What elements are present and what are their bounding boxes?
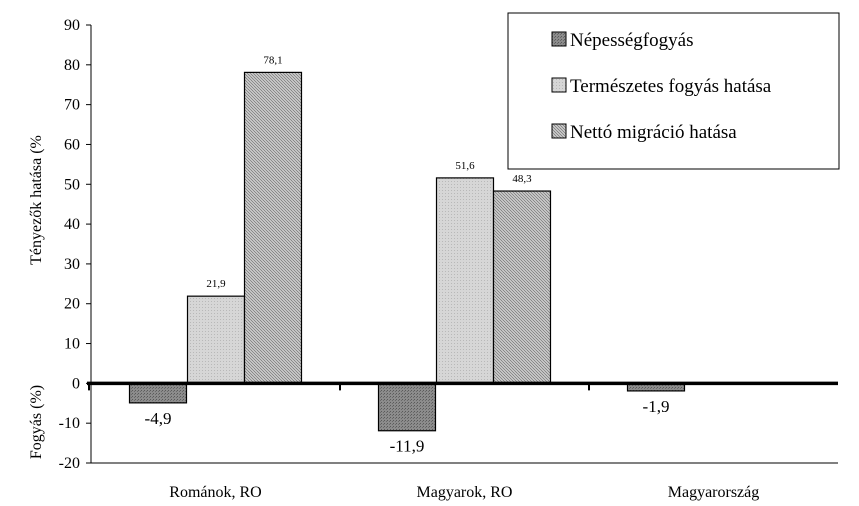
data-label: -1,9: [643, 397, 670, 416]
data-label: -11,9: [390, 437, 425, 456]
y-tick-label: 30: [64, 256, 80, 273]
y-tick-label: 80: [64, 57, 80, 74]
data-label: 78,1: [263, 54, 282, 66]
y-tick-label: 40: [64, 216, 80, 233]
plot-area: -20 -10 0 10 20 30 40 50 60 70 80 90 -4,9 21,9 78,1 Rom…: [59, 17, 838, 501]
legend-swatch-netto-migracio: [551, 123, 567, 139]
legend-swatch-nepessegfogyas: [551, 31, 567, 47]
legend-item-nepessegfogyas: Népességfogyás: [551, 30, 693, 51]
y-tick-label: 50: [64, 176, 80, 193]
legend: Népességfogyás Természetes fogyás hatása…: [507, 12, 840, 170]
category-label: Magyarország: [668, 484, 760, 501]
y-tick-label: 0: [72, 375, 80, 392]
data-label: 21,9: [206, 278, 226, 290]
y-tick-label: -20: [59, 455, 80, 472]
legend-item-netto-migracio: Nettó migráció hatása: [551, 122, 737, 143]
bar-netto-migracio-1: [492, 190, 552, 384]
bar-termeszetes-0: [186, 295, 246, 384]
category-label: Románok, RO: [169, 484, 261, 501]
y-tick-label: 90: [64, 17, 80, 34]
y-tick-label: 20: [64, 296, 80, 313]
category-label: Magyarok, RO: [417, 484, 513, 501]
bar-nepessegfogyas-1: [377, 382, 437, 432]
y-tick-label: 60: [64, 136, 80, 153]
data-label: 51,6: [455, 160, 475, 172]
y-tick-label: 10: [64, 336, 80, 353]
legend-label-nepessegfogyas: Népességfogyás: [570, 30, 693, 51]
legend-item-termeszetes: Természetes fogyás hatása: [551, 76, 772, 97]
legend-label-netto-migracio: Nettó migráció hatása: [570, 122, 737, 143]
bar-netto-migracio-0: [243, 71, 303, 384]
legend-label-termeszetes: Természetes fogyás hatása: [570, 76, 772, 97]
data-label: 48,3: [512, 173, 532, 185]
data-label: -4,9: [145, 409, 172, 428]
bar-termeszetes-1: [435, 177, 495, 384]
y-tick-label: 70: [64, 97, 80, 114]
y-tick-label: -10: [59, 415, 80, 432]
y-axis-title-lower: Fogyás (%): [28, 385, 45, 459]
legend-swatch-termeszetes: [551, 77, 567, 93]
y-axis-title-upper: Tényezők hatása (%: [28, 135, 45, 265]
bar-nepessegfogyas-0: [128, 382, 188, 404]
